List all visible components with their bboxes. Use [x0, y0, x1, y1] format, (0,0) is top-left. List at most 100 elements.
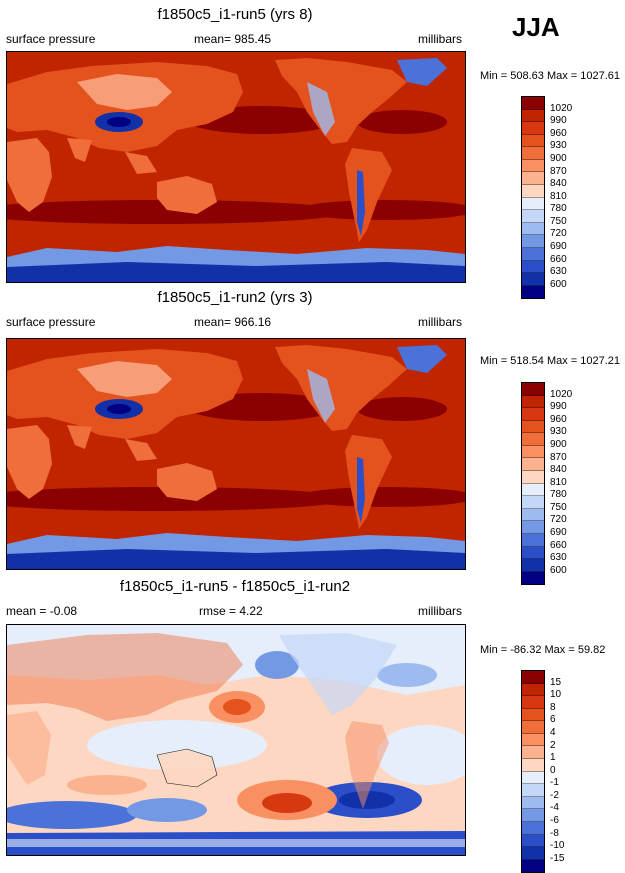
colorbar-swatch: [522, 172, 544, 186]
rocky-mountains: [307, 82, 335, 136]
panel-1-map-svg: [7, 52, 465, 282]
colorbar-tick-label: -15: [550, 852, 565, 864]
negative-anomaly: [377, 663, 437, 687]
colorbar-swatch: [522, 533, 544, 547]
antarctica-plateau: [7, 549, 465, 569]
colorbar-swatch: [522, 859, 544, 873]
colorbar-swatch: [522, 185, 544, 198]
africa-landmass: [7, 425, 52, 499]
colorbar-tick-label: 720: [550, 228, 567, 240]
colorbar-tick-label: 750: [550, 501, 567, 513]
tibet-core: [107, 404, 131, 414]
colorbar-tick-label: 600: [550, 564, 567, 576]
greenland-landmass: [397, 58, 447, 86]
colorbar-tick-label: 720: [550, 514, 567, 526]
colorbar-swatch: [522, 671, 544, 684]
colorbar-tick-label: 4: [550, 726, 556, 738]
southern-high-band: [7, 487, 347, 511]
colorbar-tick-label: 690: [550, 526, 567, 538]
colorbar-swatch: [522, 408, 544, 421]
negative-anomaly-core: [339, 791, 395, 809]
north-america-noise: [279, 633, 397, 715]
panel-2-title: f1850c5_i1-run2 (yrs 3): [157, 289, 313, 306]
colorbar-tick-label: 660: [550, 539, 567, 551]
colorbar-tick-label: 0: [550, 764, 556, 776]
colorbar-swatch: [522, 383, 544, 396]
australia-landmass: [157, 463, 217, 501]
panel-3-range-label: Min = -86.32 Max = 59.82: [480, 644, 606, 656]
panel-2-map-svg: [7, 339, 465, 569]
colorbar-swatch: [522, 235, 544, 248]
south-america-landmass: [345, 148, 392, 242]
negative-anomaly: [7, 801, 137, 829]
colorbar-swatch: [522, 759, 544, 772]
panel-3-colorbar: [521, 670, 545, 873]
colorbar-tick-label: 1020: [550, 388, 573, 400]
colorbar-swatch: [522, 445, 544, 459]
panel-2-mean-label: mean= 966.16: [194, 315, 272, 329]
colorbar-tick-label: 8: [550, 701, 556, 713]
panel-3-map-svg: [7, 625, 465, 855]
colorbar-tick-label: 600: [550, 278, 567, 290]
colorbar-tick-label: 630: [550, 552, 567, 564]
panel-1-colorbar: [521, 96, 545, 300]
colorbar-swatch: [522, 559, 544, 572]
colorbar-swatch: [522, 733, 544, 747]
colorbar-swatch: [522, 122, 544, 135]
season-label: JJA: [512, 12, 560, 42]
colorbar-tick-label: 840: [550, 178, 567, 190]
india-landmass: [67, 138, 92, 162]
panel-2-range-label: Min = 518.54 Max = 1027.21: [480, 355, 621, 367]
positive-anomaly: [67, 775, 147, 795]
colorbar-tick-label: 630: [550, 266, 567, 278]
panel-2-variable-label: surface pressure: [6, 315, 96, 329]
colorbar-swatch: [522, 546, 544, 560]
colorbar-swatch: [522, 458, 544, 472]
colorbar-tick-label: 780: [550, 489, 567, 501]
colorbar-swatch: [522, 222, 544, 236]
colorbar-tick-label: 6: [550, 714, 556, 726]
eurasia-noise: [7, 633, 243, 721]
colorbar-swatch: [522, 521, 544, 534]
panel-2-units-label: millibars: [418, 315, 463, 329]
andes-mountains: [357, 170, 365, 236]
colorbar-swatch: [522, 771, 544, 785]
colorbar-swatch: [522, 796, 544, 810]
colorbar-tick-label: 960: [550, 127, 567, 139]
colorbar-swatch: [522, 285, 544, 299]
south-america-noise: [345, 721, 389, 809]
southern-high-band: [297, 487, 465, 507]
subtropical-high: [357, 397, 447, 421]
colorbar-swatch: [522, 508, 544, 522]
panel-1-variable-label: surface pressure: [6, 32, 96, 46]
colorbar-tick-label: 660: [550, 253, 567, 265]
colorbar-tick-label: 810: [550, 476, 567, 488]
panel-2-colorbar: [521, 382, 545, 586]
positive-anomaly-core: [262, 793, 312, 813]
panel-1-units-label: millibars: [418, 32, 463, 46]
colorbar-swatch: [522, 273, 544, 286]
colorbar-tick-label: -6: [550, 814, 559, 826]
colorbar-swatch: [522, 433, 544, 446]
andes-mountains: [357, 457, 365, 523]
colorbar-tick-label: 870: [550, 451, 567, 463]
colorbar-swatch: [522, 210, 544, 223]
southern-high-band: [297, 200, 465, 220]
colorbar-swatch: [522, 809, 544, 822]
negative-anomaly: [127, 798, 207, 822]
se-asia-landmass: [125, 152, 157, 174]
panel-2-map: [6, 338, 466, 570]
north-america-landmass: [275, 345, 407, 431]
colorbar-tick-label: 870: [550, 165, 567, 177]
colorbar-tick-label: 930: [550, 426, 567, 438]
panel-1-title: f1850c5_i1-run5 (yrs 8): [157, 6, 313, 23]
colorbar-tick-label: 780: [550, 203, 567, 215]
panel-1-range-label: Min = 508.63 Max = 1027.61: [480, 70, 621, 82]
colorbar-swatch: [522, 471, 544, 484]
colorbar-swatch: [522, 147, 544, 160]
colorbar-tick-label: 10: [550, 689, 562, 701]
tropical-negative-region: [87, 720, 267, 770]
colorbar-tick-label: 960: [550, 413, 567, 425]
colorbar-tick-label: 840: [550, 464, 567, 476]
colorbar-swatch: [522, 159, 544, 173]
